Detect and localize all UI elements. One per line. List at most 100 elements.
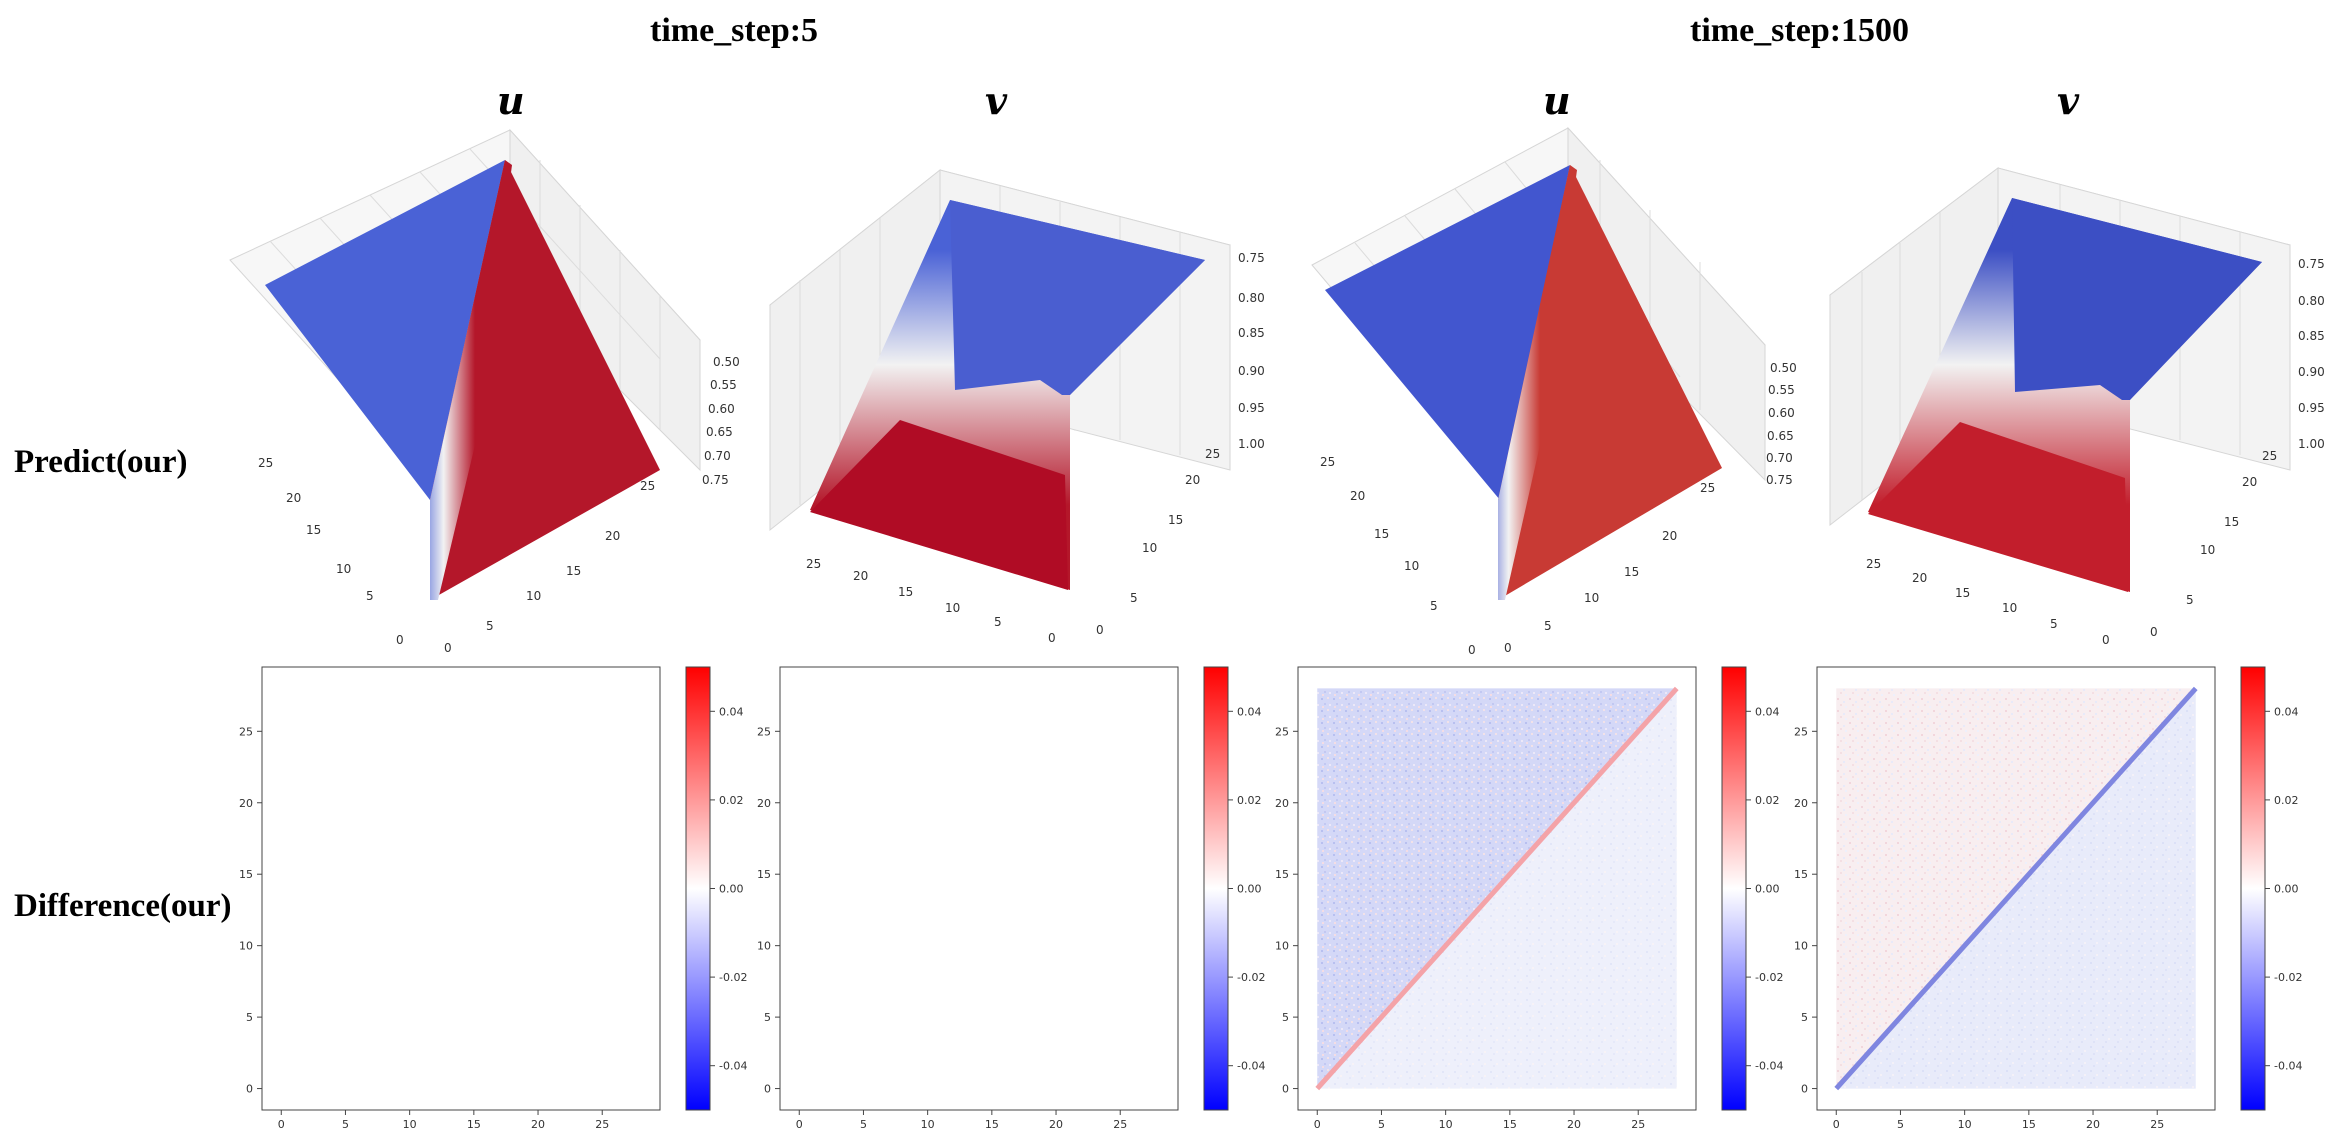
heatmap-frame xyxy=(1297,666,1697,1111)
x-tick-label: 0 xyxy=(1833,1118,1840,1131)
y-tick-label: 5 xyxy=(1282,1011,1289,1024)
heatmap-diff-v-t1500: 0 5 10 15 20 25 0 5 10 15 20 25 0.04 0.02 0.00 -0.02 -0.… xyxy=(1794,666,2302,1131)
z-tick: 0.55 xyxy=(710,378,737,392)
y-tick: 20 xyxy=(1185,473,1200,487)
x-axis-ticks: 0 5 10 15 20 25 xyxy=(806,557,1056,645)
y-tick: 20 xyxy=(2242,475,2257,489)
x-tick: 0 xyxy=(1048,631,1056,645)
surface-panel-u-t1500: 0.50 0.55 0.60 0.65 0.70 0.75 0 5 10 15 … xyxy=(1311,126,1797,657)
surface-transition xyxy=(1498,165,1577,600)
x-tick-label: 15 xyxy=(2022,1118,2036,1131)
x-tick: 20 xyxy=(1662,529,1677,543)
x-tick: 20 xyxy=(1912,571,1927,585)
surface-panel-v-t5: 0.75 0.80 0.85 0.90 0.95 1.00 0 5 10 15 … xyxy=(769,168,1265,645)
z-tick: 0.90 xyxy=(1238,364,1265,378)
y-tick: 5 xyxy=(366,589,374,603)
x-tick: 15 xyxy=(566,564,581,578)
y-tick: 25 xyxy=(1320,455,1335,469)
y-tick-label: 0 xyxy=(246,1083,253,1096)
z-tick: 0.80 xyxy=(1238,291,1265,305)
heatmap-frame xyxy=(261,666,661,1111)
y-tick-label: 10 xyxy=(1275,940,1289,953)
z-tick: 0.95 xyxy=(1238,401,1265,415)
x-tick-label: 10 xyxy=(921,1118,935,1131)
z-tick: 0.75 xyxy=(2298,257,2325,271)
y-tick-label: 0 xyxy=(1801,1083,1808,1096)
colorbar-tick-label: 0.00 xyxy=(719,883,744,896)
heatmap-diff-u-t5: 0 5 10 15 20 25 0 5 10 15 20 25 0.04 0.02 0.00 -0.02 -0.… xyxy=(239,666,747,1131)
y-tick-label: 10 xyxy=(1794,940,1808,953)
x-tick: 15 xyxy=(1955,586,1970,600)
x-tick-label: 10 xyxy=(1439,1118,1453,1131)
colorbar-tick-label: -0.04 xyxy=(1237,1060,1265,1073)
z-tick: 0.50 xyxy=(1770,361,1797,375)
colorbar xyxy=(1203,666,1229,1111)
heatmap-diff-u-t1500: 0 5 10 15 20 25 0 5 10 15 20 25 0.04 0.02 0.00 -0.02 -0.… xyxy=(1275,666,1783,1131)
colorbar-tick-label: -0.04 xyxy=(2274,1060,2302,1073)
panel-title-v-t1500: v xyxy=(2057,78,2080,123)
x-tick-label: 5 xyxy=(1378,1118,1385,1131)
heatmap-diff-v-t5: 0 5 10 15 20 25 0 5 10 15 20 25 0.04 0.02 0.00 -0.02 -0.… xyxy=(757,666,1265,1131)
colorbar-tick-label: -0.04 xyxy=(719,1060,747,1073)
x-axis-ticks: 0 5 10 15 20 25 xyxy=(1504,481,1715,655)
surface-transition xyxy=(430,160,512,600)
y-tick: 15 xyxy=(306,523,321,537)
colorbar-tick-label: 0.00 xyxy=(1755,883,1780,896)
z-tick: 0.85 xyxy=(2298,329,2325,343)
y-tick: 15 xyxy=(1168,513,1183,527)
surface-top-face xyxy=(1325,165,1570,500)
colorbar-tick-label: 0.04 xyxy=(719,705,744,718)
z-axis-ticks: 0.75 0.80 0.85 0.90 0.95 1.00 xyxy=(2298,257,2325,451)
y-tick-label: 5 xyxy=(764,1011,771,1024)
surface-bottom-solid xyxy=(810,420,1068,590)
x-tick: 5 xyxy=(2050,617,2058,631)
colorbar-tick-label: 0.02 xyxy=(1755,794,1780,807)
x-axis-ticks: 0 5 10 15 20 25 xyxy=(444,479,655,655)
z-tick: 0.95 xyxy=(2298,401,2325,415)
x-tick-label: 0 xyxy=(278,1118,285,1131)
y-tick: 20 xyxy=(1350,489,1365,503)
z-axis-ticks: 0.50 0.55 0.60 0.65 0.70 0.75 xyxy=(1766,361,1797,487)
y-tick: 5 xyxy=(2186,593,2194,607)
heatmap-diagonal xyxy=(1834,686,2198,1091)
x-tick-label: 25 xyxy=(1113,1118,1127,1131)
colorbar-tick-label: -0.02 xyxy=(1755,971,1783,984)
x-tick: 25 xyxy=(1866,557,1881,571)
x-tick: 10 xyxy=(2002,601,2017,615)
x-tick-label: 5 xyxy=(1897,1118,1904,1131)
y-tick-label: 0 xyxy=(764,1083,771,1096)
x-tick-label: 0 xyxy=(796,1118,803,1131)
z-tick: 0.55 xyxy=(1768,383,1795,397)
y-tick: 15 xyxy=(1374,527,1389,541)
x-tick-label: 20 xyxy=(531,1118,545,1131)
x-tick-label: 5 xyxy=(860,1118,867,1131)
z-tick: 0.60 xyxy=(708,402,735,416)
colorbar xyxy=(1721,666,1747,1111)
x-tick-label: 15 xyxy=(467,1118,481,1131)
y-tick: 5 xyxy=(1130,591,1138,605)
colorbar-tick-label: 0.04 xyxy=(2274,705,2299,718)
y-tick-label: 25 xyxy=(757,725,771,738)
x-tick: 0 xyxy=(2102,633,2110,647)
colorbar-tick-label: -0.02 xyxy=(719,971,747,984)
z-tick: 0.80 xyxy=(2298,294,2325,308)
x-tick: 5 xyxy=(1544,619,1552,633)
colorbar-tick-label: 0.04 xyxy=(1237,705,1262,718)
y-tick-label: 15 xyxy=(1794,868,1808,881)
y-tick-label: 20 xyxy=(1275,797,1289,810)
colorbar-tick-label: 0.02 xyxy=(1237,794,1262,807)
z-tick: 0.65 xyxy=(1767,429,1794,443)
z-tick: 0.75 xyxy=(702,473,729,487)
panel-title-v-t5: v xyxy=(985,78,1008,123)
y-tick: 15 xyxy=(2224,515,2239,529)
y-axis-ticks: 0 5 10 15 20 25 xyxy=(1096,447,1220,637)
time-step-5-title: time_step:5 xyxy=(650,12,819,49)
z-tick: 0.90 xyxy=(2298,365,2325,379)
surface-top-face xyxy=(2012,198,2262,400)
x-tick-label: 15 xyxy=(1503,1118,1517,1131)
y-tick-label: 20 xyxy=(239,797,253,810)
surface-bottom-solid xyxy=(1868,422,2128,592)
heatmap-frame xyxy=(779,666,1179,1111)
x-tick: 15 xyxy=(1624,565,1639,579)
